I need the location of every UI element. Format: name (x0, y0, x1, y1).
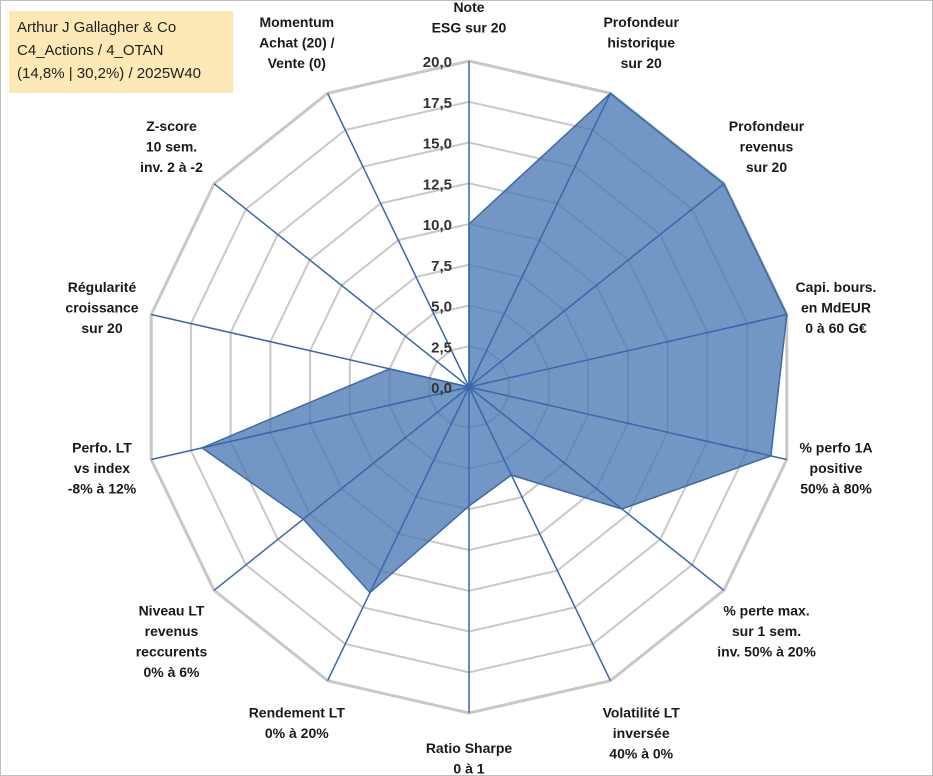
axis-label-3-line-2: 0 à 60 G€ (805, 320, 867, 336)
axis-label-4-line-2: 50% à 80% (800, 480, 872, 496)
axis-label-4-line-1: positive (810, 460, 863, 476)
spoke-layer (151, 61, 787, 713)
axis-label-5-line-1: sur 1 sem. (732, 623, 801, 639)
tick-label-2: 5,0 (431, 299, 452, 316)
axis-label-6: Volatilité LT inversée 40% à 0% (603, 704, 681, 761)
axis-label-11: Régularité croissance sur 20 (65, 279, 138, 336)
axis-label-2: Profondeur revenus sur 20 (729, 118, 805, 175)
axis-label-2-line-0: Profondeur (729, 118, 805, 134)
chart-title-box: Arthur J Gallagher & Co C4_Actions / 4_O… (9, 11, 233, 93)
axis-label-11-line-0: Régularité (68, 279, 137, 295)
title-period: (14,8% | 30,2%) / 2025W40 (17, 65, 201, 82)
axis-spoke-9 (213, 386, 470, 591)
axis-label-13: Momentum Achat (20) / Vente (0) (259, 14, 335, 71)
axis-label-1: Profondeur historique sur 20 (603, 14, 679, 71)
axis-label-12-line-0: Z-score (146, 118, 197, 134)
axis-label-6-line-2: 40% à 0% (609, 745, 673, 761)
tick-label-0: 0,0 (431, 380, 452, 397)
axis-label-10-line-1: vs index (74, 460, 130, 476)
tick-label-4: 10,0 (423, 217, 452, 234)
data-layer (200, 92, 788, 594)
axis-label-11-line-2: sur 20 (81, 320, 122, 336)
axis-spoke-10 (151, 386, 470, 461)
axis-label-4: % perfo 1A positive 50% à 80% (799, 439, 872, 496)
axis-spoke-12 (213, 183, 470, 388)
axis-label-0-line-1: ESG sur 20 (432, 20, 507, 36)
axis-label-3-line-1: en MdEUR (801, 300, 871, 316)
axis-label-8-line-0: Rendement LT (249, 704, 346, 720)
axis-label-7-line-0: Ratio Sharpe (426, 740, 513, 756)
axis-label-9-line-2: reccurents (136, 644, 208, 660)
axis-label-1-line-1: historique (607, 35, 675, 51)
axis-label-6-line-1: inversée (613, 725, 670, 741)
axis-spoke-13 (326, 92, 470, 388)
axis-spoke-1 (468, 92, 612, 388)
axis-label-layer: Note ESG sur 20 Profondeur historique sur 20… (65, 1, 876, 775)
axis-label-3-line-0: Capi. bours. (796, 279, 877, 295)
axis-spoke-8 (326, 386, 470, 682)
axis-label-2-line-1: revenus (740, 139, 794, 155)
axis-label-12: Z-score 10 sem. inv. 2 à -2 (140, 118, 203, 175)
axis-label-6-line-0: Volatilité LT (603, 704, 681, 720)
axis-label-0-line-0: Note (453, 1, 484, 15)
axis-label-10: Perfo. LT vs index -8% à 12% (68, 439, 137, 496)
axis-label-13-line-2: Vente (0) (268, 55, 326, 71)
axis-label-9-line-3: 0% à 6% (143, 664, 200, 680)
axis-spoke-2 (468, 183, 725, 388)
axis-label-12-line-1: 10 sem. (146, 139, 197, 155)
axis-spoke-6 (468, 386, 612, 682)
axis-label-3: Capi. bours. en MdEUR 0 à 60 G€ (796, 279, 877, 336)
axis-label-12-line-2: inv. 2 à -2 (140, 159, 203, 175)
axis-label-9-line-0: Niveau LT (139, 603, 205, 619)
axis-label-5: % perte max. sur 1 sem. inv. 50% à 20% (717, 603, 816, 660)
axis-spoke-3 (468, 313, 787, 388)
tick-label-7: 17,5 (423, 95, 452, 112)
axis-label-1-line-2: sur 20 (621, 55, 662, 71)
axis-spoke-4 (468, 386, 787, 461)
axis-label-13-line-0: Momentum (259, 14, 334, 30)
axis-spoke-11 (151, 313, 470, 388)
axis-label-9-line-1: revenus (145, 623, 199, 639)
axis-label-10-line-2: -8% à 12% (68, 480, 137, 496)
axis-label-5-line-0: % perte max. (723, 603, 809, 619)
axis-label-11-line-1: croissance (65, 300, 138, 316)
tick-layer: 0,0 2,5 5,0 7,5 10,0 12,5 15,0 17,5 20,0 (423, 54, 452, 397)
axis-label-0: Note ESG sur 20 (432, 1, 507, 36)
axis-label-7: Ratio Sharpe 0 à 1 (426, 740, 513, 775)
axis-label-7-line-1: 0 à 1 (453, 761, 484, 776)
tick-label-5: 12,5 (423, 176, 452, 193)
axis-label-8-line-1: 0% à 20% (265, 725, 329, 741)
title-company: Arthur J Gallagher & Co (17, 19, 177, 36)
tick-label-1: 2,5 (431, 339, 452, 356)
axis-label-9: Niveau LT revenus reccurents 0% à 6% (136, 603, 208, 681)
axis-label-10-line-0: Perfo. LT (72, 439, 132, 455)
title-category: C4_Actions / 4_OTAN (17, 42, 164, 59)
axis-label-5-line-2: inv. 50% à 20% (717, 644, 816, 660)
axis-label-13-line-1: Achat (20) / (259, 35, 335, 51)
data-series-area (200, 92, 788, 594)
tick-label-6: 15,0 (423, 136, 452, 153)
axis-label-8: Rendement LT 0% à 20% (249, 704, 346, 741)
axis-spoke-5 (468, 386, 725, 591)
tick-label-8: 20,0 (423, 54, 452, 71)
axis-label-4-line-0: % perfo 1A (799, 439, 872, 455)
axis-label-2-line-2: sur 20 (746, 159, 787, 175)
tick-label-3: 7,5 (431, 258, 452, 275)
axis-label-1-line-0: Profondeur (603, 14, 679, 30)
